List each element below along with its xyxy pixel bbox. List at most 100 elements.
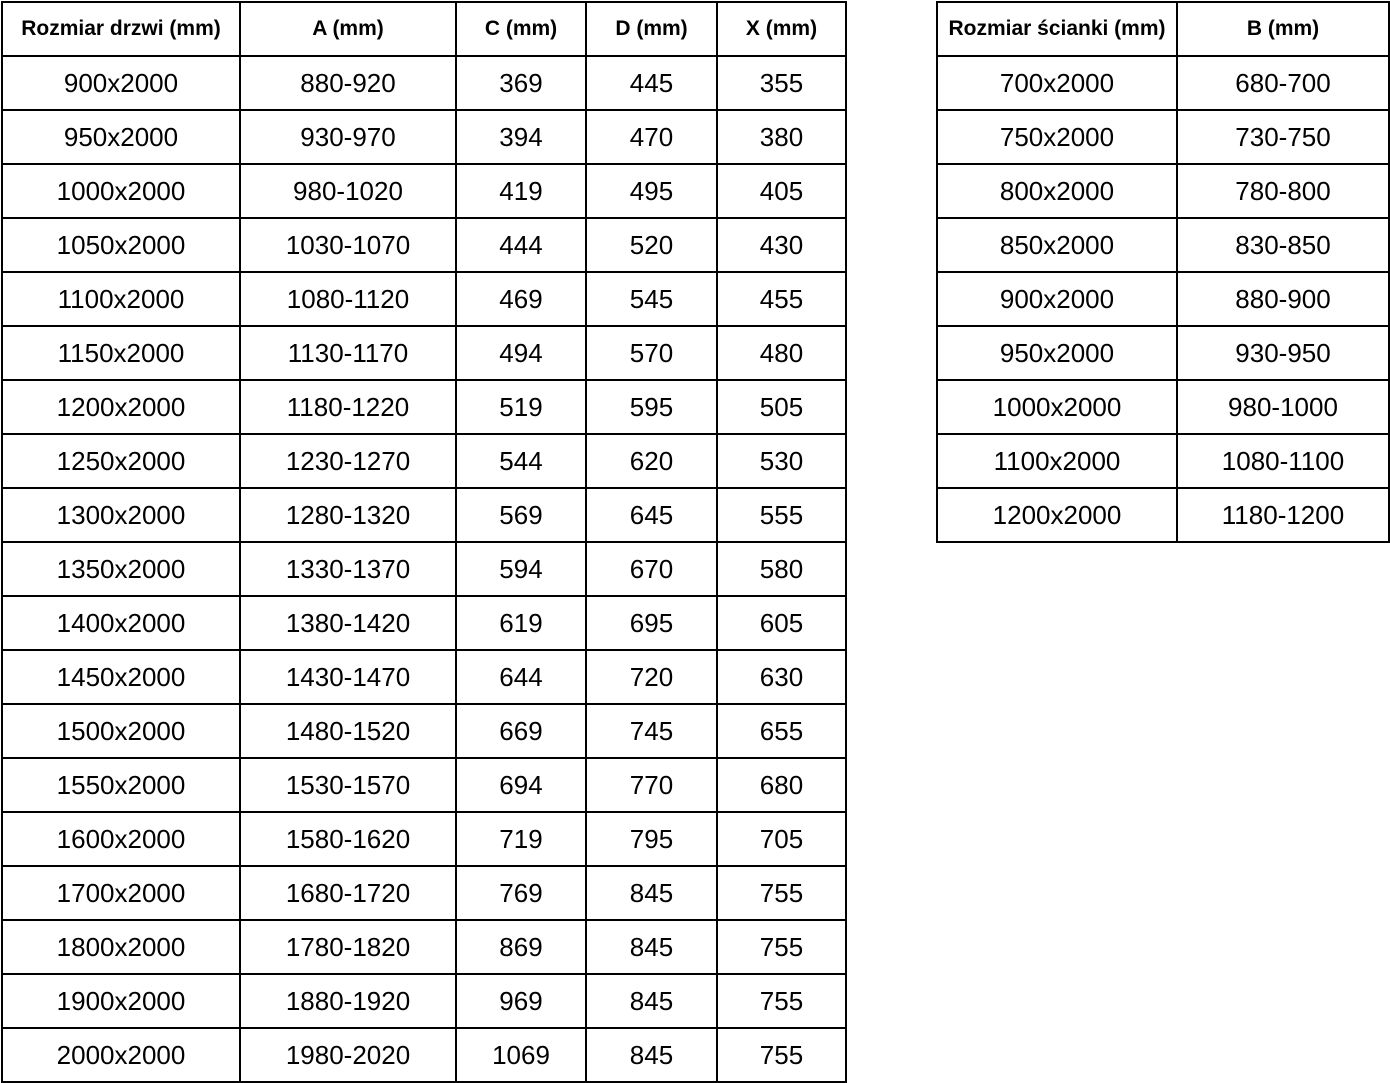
table-cell: 620: [585, 433, 718, 489]
table-cell: 555: [716, 487, 847, 543]
table-cell: 1430-1470: [239, 649, 457, 705]
table-cell: 1100x2000: [1, 271, 241, 327]
table-cell: 1100x2000: [936, 433, 1178, 489]
table-row: 1000x2000 980-1020 419 495 405: [1, 163, 847, 219]
table-cell: 670: [585, 541, 718, 597]
table-cell: 1980-2020: [239, 1027, 457, 1083]
table-cell: 1330-1370: [239, 541, 457, 597]
table-cell: 520: [585, 217, 718, 273]
table-cell: 1250x2000: [1, 433, 241, 489]
table-cell: 669: [455, 703, 587, 759]
table-row: 800x2000 780-800: [936, 163, 1390, 219]
table-row: 2000x2000 1980-2020 1069 845 755: [1, 1027, 847, 1083]
table-row: 1350x2000 1330-1370 594 670 580: [1, 541, 847, 597]
table-cell: 694: [455, 757, 587, 813]
table-row: 1100x2000 1080-1100: [936, 433, 1390, 489]
table-row: 1600x2000 1580-1620 719 795 705: [1, 811, 847, 867]
table-cell: 1530-1570: [239, 757, 457, 813]
column-header: Rozmiar drzwi (mm): [1, 1, 241, 57]
table-cell: 950x2000: [936, 325, 1178, 381]
table-row: 950x2000 930-950: [936, 325, 1390, 381]
table-cell: 845: [585, 919, 718, 975]
table-cell: 394: [455, 109, 587, 165]
table-cell: 405: [716, 163, 847, 219]
table-cell: 695: [585, 595, 718, 651]
table-cell: 830-850: [1176, 217, 1390, 273]
header-row: Rozmiar drzwi (mm) A (mm) C (mm) D (mm) X (m…: [1, 1, 847, 57]
table-cell: 1480-1520: [239, 703, 457, 759]
table-row: 1250x2000 1230-1270 544 620 530: [1, 433, 847, 489]
table-cell: 595: [585, 379, 718, 435]
wall-sizes-table: Rozmiar ścianki (mm) B (mm) 700x2000 680-70…: [936, 1, 1390, 543]
table-cell: 2000x2000: [1, 1027, 241, 1083]
table-cell: 444: [455, 217, 587, 273]
table-cell: 1450x2000: [1, 649, 241, 705]
table-cell: 430: [716, 217, 847, 273]
table-cell: 644: [455, 649, 587, 705]
table-row: 1200x2000 1180-1220 519 595 505: [1, 379, 847, 435]
table-cell: 355: [716, 55, 847, 111]
table-cell: 455: [716, 271, 847, 327]
table-row: 1550x2000 1530-1570 694 770 680: [1, 757, 847, 813]
column-header: C (mm): [455, 1, 587, 57]
table-cell: 1200x2000: [1, 379, 241, 435]
table-row: 900x2000 880-900: [936, 271, 1390, 327]
table-cell: 480: [716, 325, 847, 381]
table-cell: 494: [455, 325, 587, 381]
table-cell: 1700x2000: [1, 865, 241, 921]
table-cell: 845: [585, 865, 718, 921]
table-cell: 1180-1220: [239, 379, 457, 435]
table-row: 1800x2000 1780-1820 869 845 755: [1, 919, 847, 975]
column-header: X (mm): [716, 1, 847, 57]
table-cell: 1800x2000: [1, 919, 241, 975]
table-cell: 769: [455, 865, 587, 921]
table-row: 1450x2000 1430-1470 644 720 630: [1, 649, 847, 705]
table-cell: 645: [585, 487, 718, 543]
table-row: 900x2000 880-920 369 445 355: [1, 55, 847, 111]
table-cell: 930-950: [1176, 325, 1390, 381]
table-cell: 1200x2000: [936, 487, 1178, 543]
table-cell: 700x2000: [936, 55, 1178, 111]
table-row: 1400x2000 1380-1420 619 695 605: [1, 595, 847, 651]
table-cell: 580: [716, 541, 847, 597]
column-header: B (mm): [1176, 1, 1390, 57]
table-cell: 1350x2000: [1, 541, 241, 597]
table-row: 750x2000 730-750: [936, 109, 1390, 165]
table-cell: 1550x2000: [1, 757, 241, 813]
table-row: 950x2000 930-970 394 470 380: [1, 109, 847, 165]
table-cell: 680-700: [1176, 55, 1390, 111]
table-cell: 800x2000: [936, 163, 1178, 219]
table-cell: 630: [716, 649, 847, 705]
table-row: 1100x2000 1080-1120 469 545 455: [1, 271, 847, 327]
table-cell: 705: [716, 811, 847, 867]
table-cell: 369: [455, 55, 587, 111]
table-cell: 1050x2000: [1, 217, 241, 273]
table-cell: 719: [455, 811, 587, 867]
column-header: A (mm): [239, 1, 457, 57]
table-cell: 1580-1620: [239, 811, 457, 867]
table-cell: 544: [455, 433, 587, 489]
table-cell: 745: [585, 703, 718, 759]
table-cell: 900x2000: [936, 271, 1178, 327]
table-cell: 655: [716, 703, 847, 759]
table-cell: 1080-1120: [239, 271, 457, 327]
table-cell: 730-750: [1176, 109, 1390, 165]
table-cell: 1230-1270: [239, 433, 457, 489]
table-cell: 1400x2000: [1, 595, 241, 651]
table-cell: 1180-1200: [1176, 487, 1390, 543]
door-sizes-table: Rozmiar drzwi (mm) A (mm) C (mm) D (mm) X (m…: [1, 1, 847, 1083]
table-cell: 750x2000: [936, 109, 1178, 165]
table-cell: 755: [716, 1027, 847, 1083]
table-row: 1000x2000 980-1000: [936, 379, 1390, 435]
table-cell: 1600x2000: [1, 811, 241, 867]
table-cell: 1300x2000: [1, 487, 241, 543]
table-cell: 900x2000: [1, 55, 241, 111]
table-row: 1300x2000 1280-1320 569 645 555: [1, 487, 847, 543]
table-cell: 445: [585, 55, 718, 111]
table-row: 850x2000 830-850: [936, 217, 1390, 273]
table-cell: 930-970: [239, 109, 457, 165]
table-cell: 980-1020: [239, 163, 457, 219]
table-cell: 795: [585, 811, 718, 867]
table-cell: 605: [716, 595, 847, 651]
